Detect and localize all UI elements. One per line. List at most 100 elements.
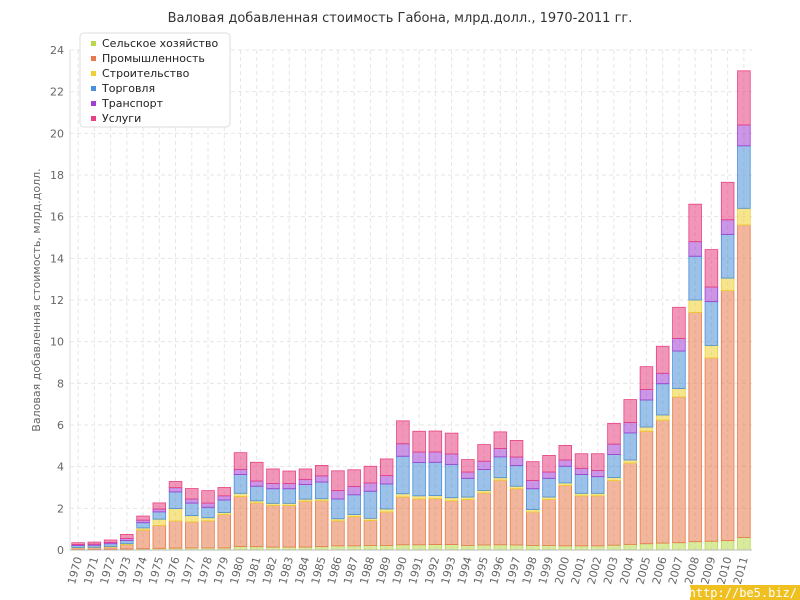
bar-segment xyxy=(607,443,621,455)
bar-segment xyxy=(412,451,426,463)
bar-segment xyxy=(201,506,215,519)
bar-segment xyxy=(363,520,378,546)
bar-segment xyxy=(282,483,296,490)
bar-segment xyxy=(314,465,329,477)
bar-segment xyxy=(233,546,248,551)
legend: Сельское хозяйство Промышленность Строител… xyxy=(79,32,231,128)
bar-segment xyxy=(428,451,443,463)
bar-segment xyxy=(152,508,167,513)
bar-segment xyxy=(672,396,686,544)
bar-segment xyxy=(379,458,394,477)
y-tick-label: 18 xyxy=(50,169,64,182)
bar-segment xyxy=(168,491,183,509)
legend-label: Услуги xyxy=(102,112,141,125)
legend-swatch xyxy=(91,86,96,91)
bar-segment xyxy=(412,462,426,497)
bar-segment xyxy=(331,490,345,500)
bar-segment xyxy=(120,544,134,550)
bar-segment xyxy=(152,518,167,526)
bar-segment xyxy=(737,207,751,226)
bar-segment xyxy=(720,290,735,542)
bar-segment xyxy=(591,476,605,494)
bar-segment xyxy=(558,465,572,484)
bar-segment xyxy=(136,515,150,521)
bar-segment xyxy=(444,497,459,502)
bar-segment xyxy=(688,203,702,243)
bar-segment xyxy=(720,219,735,235)
bar-segment xyxy=(71,542,85,545)
bar-segment xyxy=(136,522,150,529)
bar-segment xyxy=(672,338,686,352)
bar-segment xyxy=(152,502,167,510)
bar-segment xyxy=(233,468,248,475)
bar-segment xyxy=(168,520,183,549)
legend-swatch xyxy=(91,41,96,46)
bar-segment xyxy=(233,496,248,547)
bar-segment xyxy=(185,515,199,523)
y-tick-label: 10 xyxy=(50,336,64,349)
bar-segment xyxy=(655,383,670,416)
legend-label: Промышленность xyxy=(102,52,205,65)
bar-segment xyxy=(379,508,394,513)
bar-segment xyxy=(87,541,102,545)
bar-segment xyxy=(704,540,719,551)
bar-segment xyxy=(185,498,199,504)
bar-segment xyxy=(217,495,231,501)
bar-segment xyxy=(201,490,215,504)
bar-segment xyxy=(542,545,556,551)
bar-segment xyxy=(509,488,524,546)
bar-segment xyxy=(136,529,150,550)
watermark-text: http://be5.biz/ xyxy=(689,586,797,600)
bar-segment xyxy=(509,544,524,551)
bar-segment xyxy=(655,414,670,421)
bar-segment xyxy=(688,299,702,313)
bar-segment xyxy=(639,399,654,428)
bar-segment xyxy=(737,145,751,209)
bar-segment xyxy=(704,286,719,303)
bar-segment xyxy=(623,422,637,434)
bar-segment xyxy=(185,502,199,517)
bar-segment xyxy=(526,545,540,551)
y-tick-label: 16 xyxy=(50,211,64,224)
bar-segment xyxy=(509,440,524,458)
bar-segment xyxy=(655,419,670,544)
bar-segment xyxy=(558,459,572,467)
bar-segment xyxy=(379,545,394,551)
bar-segment xyxy=(428,498,443,545)
bar-segment xyxy=(331,520,345,547)
bar-segment xyxy=(412,544,426,551)
bar-segment xyxy=(217,499,231,513)
bar-segment xyxy=(201,502,215,508)
bar-segment xyxy=(477,492,491,546)
bar-segment xyxy=(250,461,264,482)
bar-segment xyxy=(168,508,183,522)
bar-segment xyxy=(672,388,686,398)
legend-label: Транспорт xyxy=(101,97,164,110)
y-tick-label: 4 xyxy=(57,461,64,474)
bar-segment xyxy=(233,492,248,497)
bar-segment xyxy=(461,499,475,546)
bar-segment xyxy=(688,541,702,551)
bar-segment xyxy=(233,474,248,494)
bar-segment xyxy=(493,544,508,551)
bar-segment xyxy=(412,430,426,453)
bar-segment xyxy=(720,233,735,279)
bar-segment xyxy=(655,345,670,374)
bar-segment xyxy=(428,495,443,500)
bar-segment xyxy=(591,470,605,478)
bar-segment xyxy=(120,540,134,545)
bar-segment xyxy=(266,483,280,490)
bar-segment xyxy=(574,474,589,494)
bar-segment xyxy=(493,448,508,458)
bar-segment xyxy=(314,475,329,483)
bar-segment xyxy=(639,426,654,432)
bar-segment xyxy=(477,444,491,462)
bar-segment xyxy=(655,542,670,551)
bar-segment xyxy=(152,525,167,549)
bar-segment xyxy=(574,545,589,551)
bar-segment xyxy=(639,389,654,401)
bar-segment xyxy=(704,301,719,346)
bar-segment xyxy=(363,482,378,492)
